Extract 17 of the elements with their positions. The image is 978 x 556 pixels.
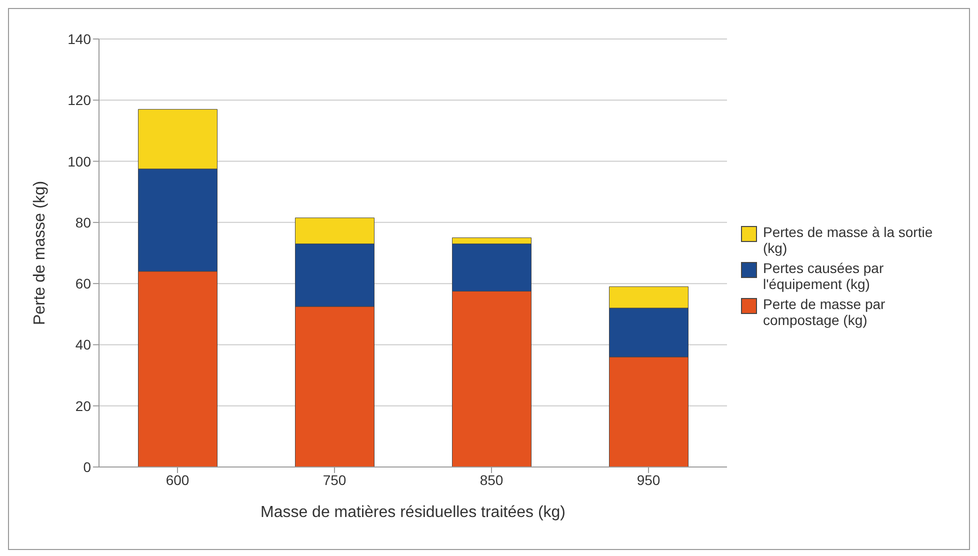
y-axis-title: Perte de masse (kg) — [32, 180, 49, 326]
y-tick-label: 100 — [68, 153, 92, 170]
y-tick-label: 120 — [68, 92, 92, 108]
legend-label: Pertes de masse à la sortie (kg) — [763, 224, 934, 256]
y-tick-label: 60 — [75, 276, 92, 292]
x-tick-label: 950 — [636, 472, 660, 488]
legend-label: Pertes causées par l'équipement (kg) — [763, 260, 885, 292]
x-tick-label: 600 — [166, 472, 190, 488]
y-tick-label: 20 — [75, 398, 92, 414]
legend-label: Perte de masse par compostage (kg) — [763, 296, 886, 328]
y-tick-label: 140 — [68, 30, 92, 47]
x-tick-label: 850 — [480, 472, 504, 488]
y-tick-label: 0 — [83, 458, 92, 475]
y-tick-label: 40 — [75, 336, 92, 353]
y-tick-label: 80 — [75, 214, 92, 230]
x-tick-label: 750 — [322, 472, 346, 488]
x-axis-title: Masse de matières résiduelles traitées (kg) — [260, 504, 566, 521]
